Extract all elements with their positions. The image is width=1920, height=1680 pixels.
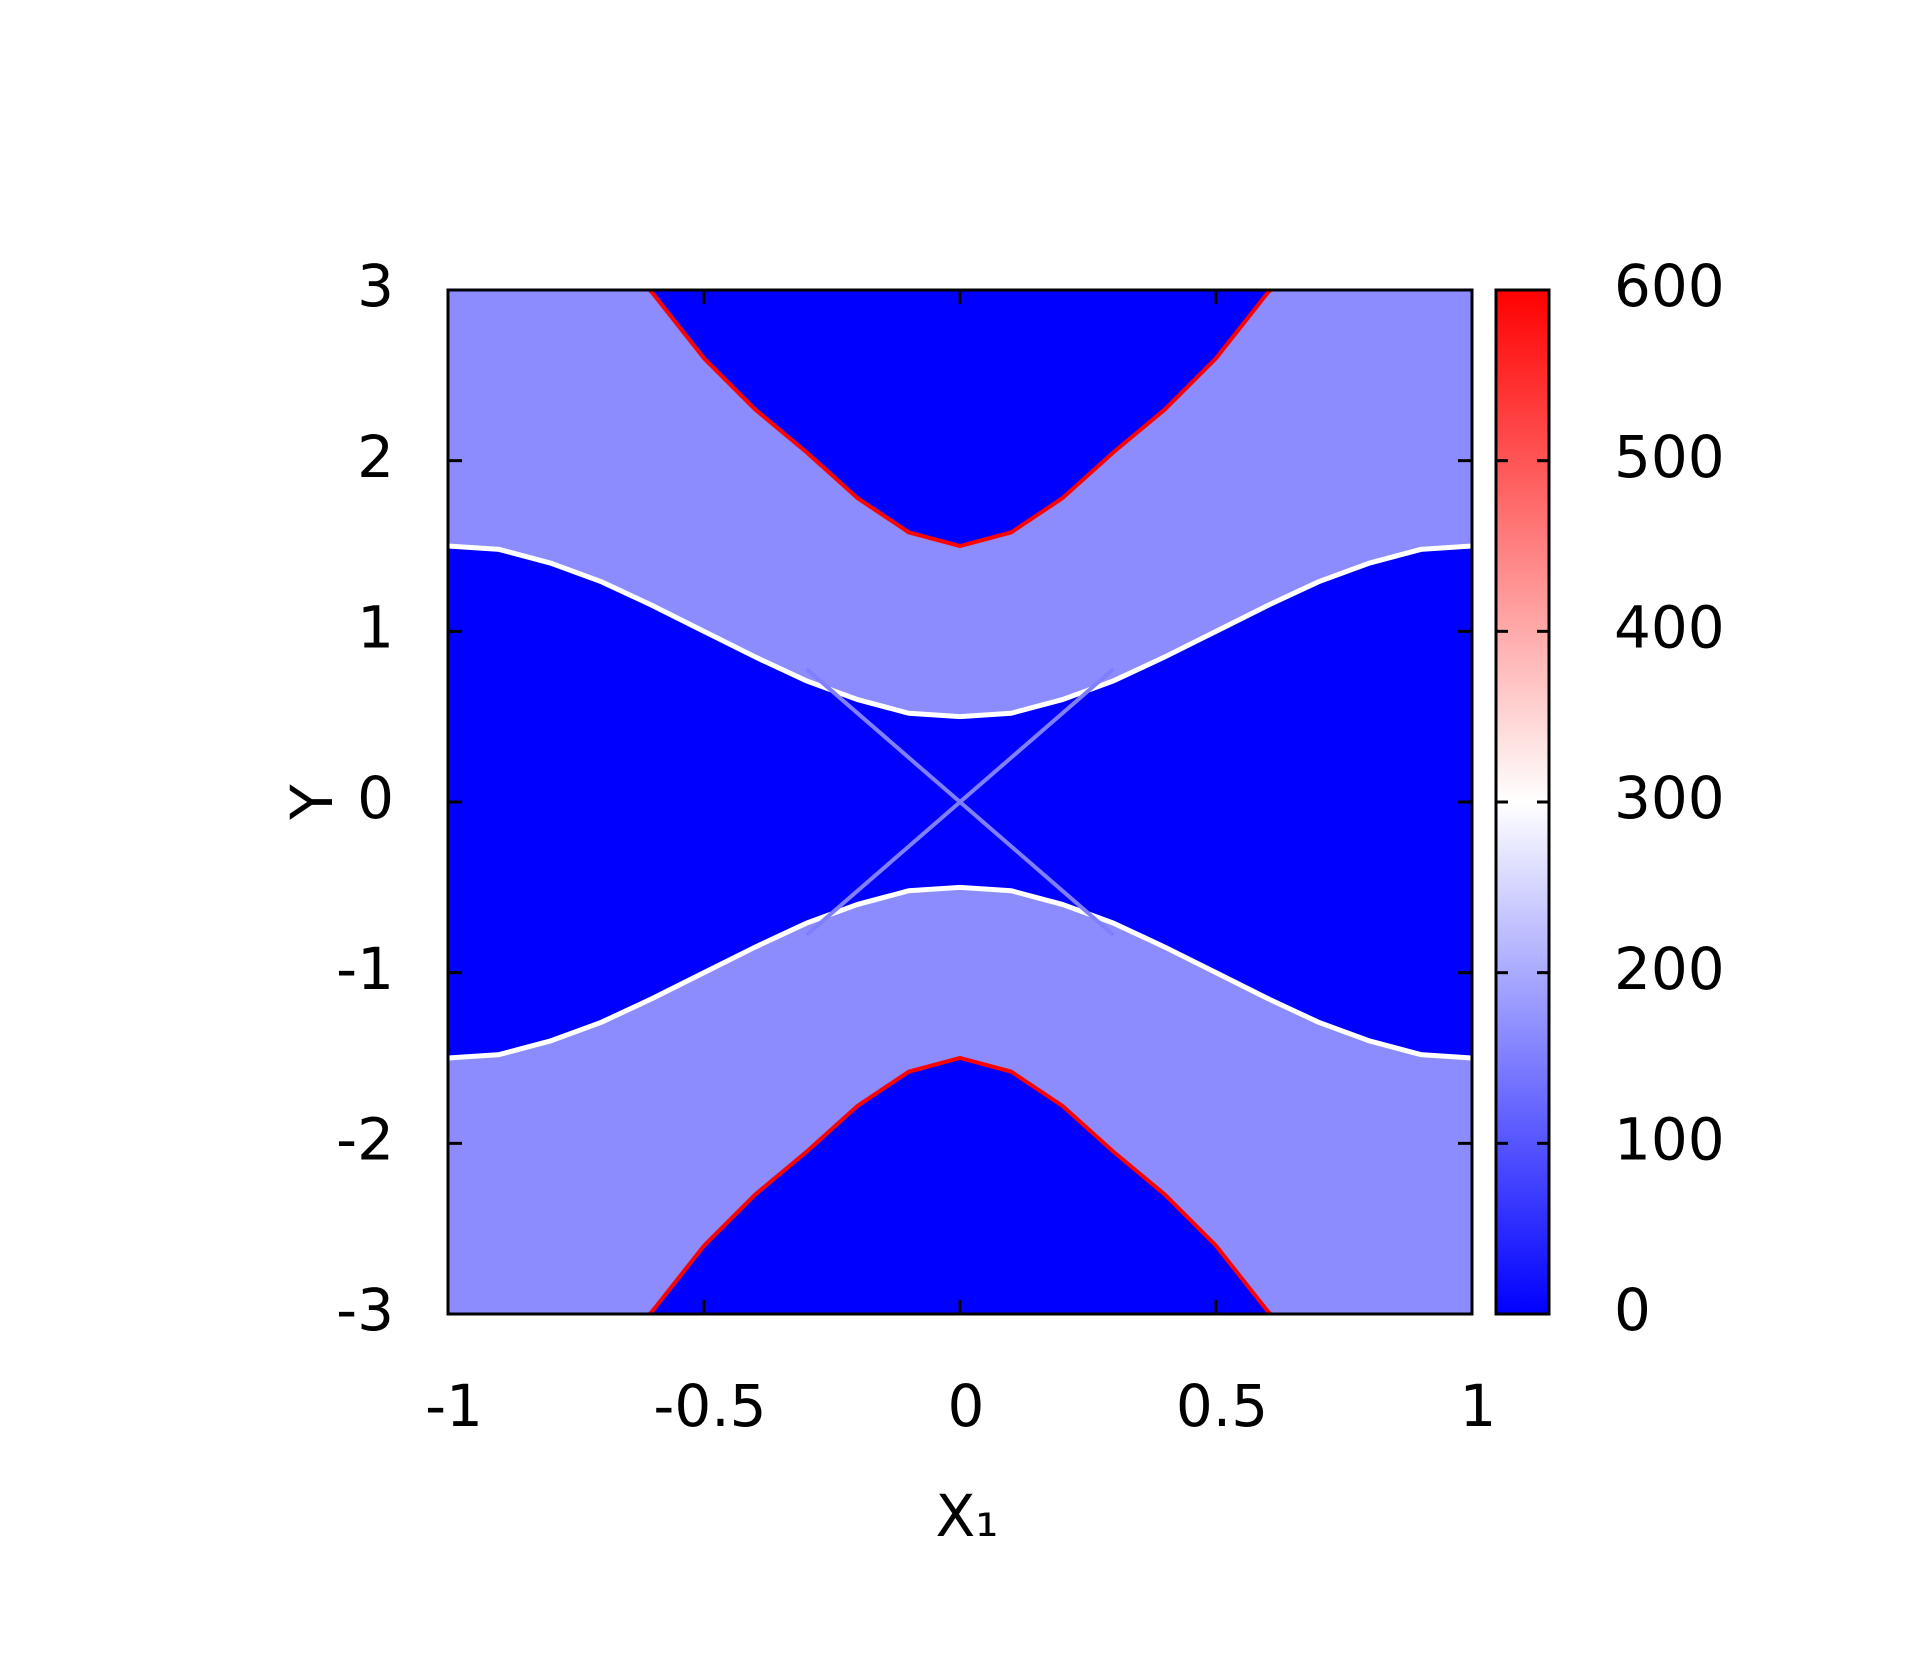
- x-tick-label: -0.5: [653, 1372, 766, 1440]
- band-area: [448, 887, 1472, 1314]
- colorbar-tick-label: 300: [1614, 764, 1725, 832]
- band-edge: [448, 543, 1472, 720]
- colorbar-tick-label: 600: [1614, 252, 1725, 320]
- x-axis-label: X₁: [936, 1482, 999, 1550]
- colorbar-tick-label: 100: [1614, 1105, 1725, 1173]
- y-tick-label: 1: [357, 593, 394, 661]
- x-tick-label: 0.5: [1176, 1372, 1268, 1440]
- colorbar-tick-label: 0: [1614, 1276, 1651, 1344]
- band-edge: [646, 290, 1274, 549]
- colorbar-tick-label: 200: [1614, 935, 1725, 1003]
- y-tick-label: -2: [336, 1105, 394, 1173]
- colorbar-tick-label: 400: [1614, 593, 1725, 661]
- plot-area: [448, 290, 1472, 1314]
- y-axis-label: Y: [278, 784, 346, 821]
- band-area: [448, 290, 1472, 717]
- x-tick-label: -1: [425, 1372, 483, 1440]
- x-tick-label: 0: [948, 1372, 985, 1440]
- band-edge: [805, 667, 1115, 937]
- x-tick-label: 1: [1460, 1372, 1497, 1440]
- y-tick-label: -3: [336, 1276, 394, 1344]
- y-tick-label: 3: [357, 252, 394, 320]
- y-tick-label: 0: [357, 764, 394, 832]
- colorbar-tick-label: 500: [1614, 423, 1725, 491]
- band-edge: [448, 884, 1472, 1061]
- band-edge: [646, 1055, 1274, 1314]
- y-tick-label: -1: [336, 935, 394, 1003]
- y-tick-label: 2: [357, 423, 394, 491]
